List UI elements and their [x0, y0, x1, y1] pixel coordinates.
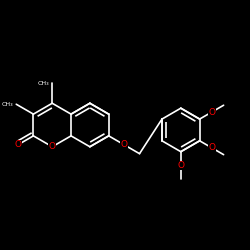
Text: O: O [14, 140, 21, 149]
Text: O: O [177, 161, 184, 170]
Text: O: O [208, 108, 215, 117]
Text: O: O [49, 142, 56, 151]
Text: CH₃: CH₃ [2, 102, 13, 107]
Text: O: O [120, 140, 128, 149]
Text: CH₃: CH₃ [38, 81, 49, 86]
Text: O: O [208, 143, 215, 152]
